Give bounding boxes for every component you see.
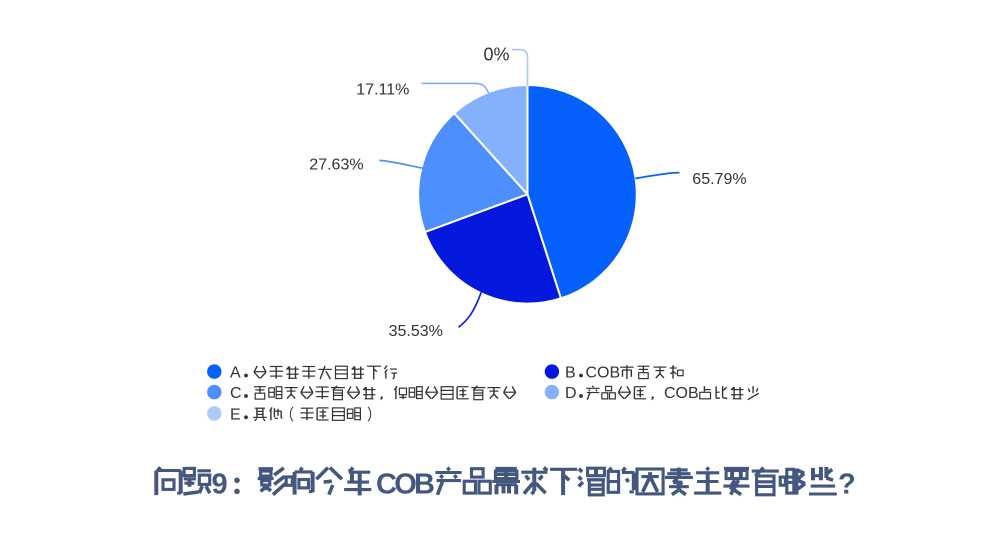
svg-text:9: 9 bbox=[212, 469, 228, 501]
svg-text:A: A bbox=[230, 365, 241, 382]
svg-text:COB: COB bbox=[586, 365, 621, 382]
svg-text:E: E bbox=[230, 406, 241, 423]
svg-text:B: B bbox=[565, 365, 576, 382]
svg-text:65.79%: 65.79% bbox=[692, 171, 746, 188]
svg-text:D: D bbox=[565, 385, 577, 402]
svg-text:35.53%: 35.53% bbox=[389, 323, 443, 340]
svg-text:?: ? bbox=[838, 469, 856, 501]
svg-text:0%: 0% bbox=[484, 45, 510, 65]
svg-text:COB: COB bbox=[664, 385, 699, 402]
svg-text:27.63%: 27.63% bbox=[309, 157, 363, 174]
svg-text:C: C bbox=[230, 385, 242, 402]
svg-text:COB: COB bbox=[376, 469, 435, 501]
svg-text:17.11%: 17.11% bbox=[356, 82, 409, 99]
